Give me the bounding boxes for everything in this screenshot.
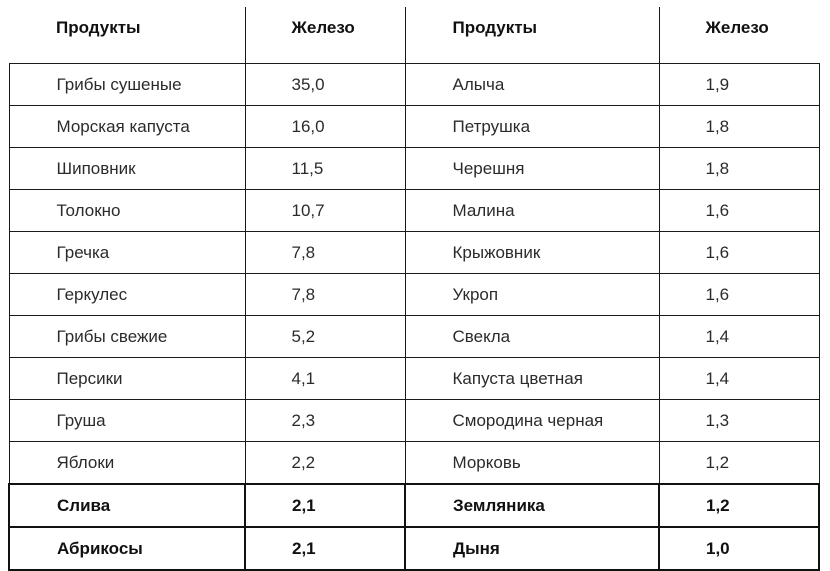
table-row-highlighted: Абрикосы 2,1 Дыня 1,0: [8, 526, 820, 571]
header-products-right: Продукты: [404, 7, 660, 64]
table-row: Шиповник 11,5 Черешня 1,8: [8, 147, 820, 190]
table-row: Толокно 10,7 Малина 1,6: [8, 189, 820, 232]
product-cell: Земляника: [404, 483, 660, 528]
iron-value-cell: 1,4: [658, 315, 820, 358]
iron-value-cell: 16,0: [244, 105, 406, 148]
product-cell: Гречка: [8, 231, 246, 274]
product-cell: Капуста цветная: [404, 357, 660, 400]
product-cell: Морская капуста: [8, 105, 246, 148]
iron-value-cell: 4,1: [244, 357, 406, 400]
iron-value-cell: 1,6: [658, 231, 820, 274]
table-row: Грибы сушеные 35,0 Алыча 1,9: [8, 63, 820, 106]
product-cell: Алыча: [404, 63, 660, 106]
product-cell: Дыня: [404, 526, 660, 571]
table-row: Персики 4,1 Капуста цветная 1,4: [8, 357, 820, 400]
product-cell: Малина: [404, 189, 660, 232]
product-cell: Персики: [8, 357, 246, 400]
table-row: Груша 2,3 Смородина черная 1,3: [8, 399, 820, 442]
product-cell: Морковь: [404, 441, 660, 485]
iron-value-cell: 2,1: [244, 526, 406, 571]
iron-value-cell: 1,9: [658, 63, 820, 106]
iron-value-cell: 2,1: [244, 483, 406, 528]
iron-value-cell: 10,7: [244, 189, 406, 232]
table-row: Геркулес 7,8 Укроп 1,6: [8, 273, 820, 316]
table-row: Морская капуста 16,0 Петрушка 1,8: [8, 105, 820, 148]
product-cell: Груша: [8, 399, 246, 442]
product-cell: Абрикосы: [8, 526, 246, 571]
product-cell: Черешня: [404, 147, 660, 190]
iron-value-cell: 11,5: [244, 147, 406, 190]
table-row-highlighted: Слива 2,1 Земляника 1,2: [8, 483, 820, 528]
product-cell: Слива: [8, 483, 246, 528]
product-cell: Грибы сушеные: [8, 63, 246, 106]
iron-value-cell: 1,3: [658, 399, 820, 442]
product-cell: Толокно: [8, 189, 246, 232]
iron-value-cell: 5,2: [244, 315, 406, 358]
iron-value-cell: 7,8: [244, 273, 406, 316]
iron-value-cell: 1,2: [658, 483, 820, 528]
product-cell: Яблоки: [8, 441, 246, 485]
iron-value-cell: 1,8: [658, 147, 820, 190]
product-cell: Свекла: [404, 315, 660, 358]
product-cell: Шиповник: [8, 147, 246, 190]
header-products-left: Продукты: [9, 7, 246, 64]
iron-value-cell: 1,2: [658, 441, 820, 485]
table-row: Яблоки 2,2 Морковь 1,2: [8, 441, 820, 485]
iron-value-cell: 35,0: [244, 63, 406, 106]
iron-value-cell: 1,8: [658, 105, 820, 148]
iron-value-cell: 1,4: [658, 357, 820, 400]
product-cell: Смородина черная: [404, 399, 660, 442]
iron-value-cell: 1,0: [658, 526, 820, 571]
table-row: Грибы свежие 5,2 Свекла 1,4: [8, 315, 820, 358]
product-cell: Петрушка: [404, 105, 660, 148]
iron-value-cell: 7,8: [244, 231, 406, 274]
iron-value-cell: 1,6: [658, 273, 820, 316]
product-cell: Крыжовник: [404, 231, 660, 274]
header-iron-left: Железо: [244, 7, 406, 64]
table-row: Гречка 7,8 Крыжовник 1,6: [8, 231, 820, 274]
table-header-row: Продукты Железо Продукты Железо: [9, 7, 819, 64]
product-cell: Геркулес: [8, 273, 246, 316]
product-cell: Укроп: [404, 273, 660, 316]
iron-value-cell: 1,6: [658, 189, 820, 232]
iron-value-cell: 2,2: [244, 441, 406, 485]
iron-content-table: Продукты Железо Продукты Железо Грибы су…: [8, 7, 820, 571]
header-iron-right: Железо: [658, 7, 819, 64]
product-cell: Грибы свежие: [8, 315, 246, 358]
iron-value-cell: 2,3: [244, 399, 406, 442]
